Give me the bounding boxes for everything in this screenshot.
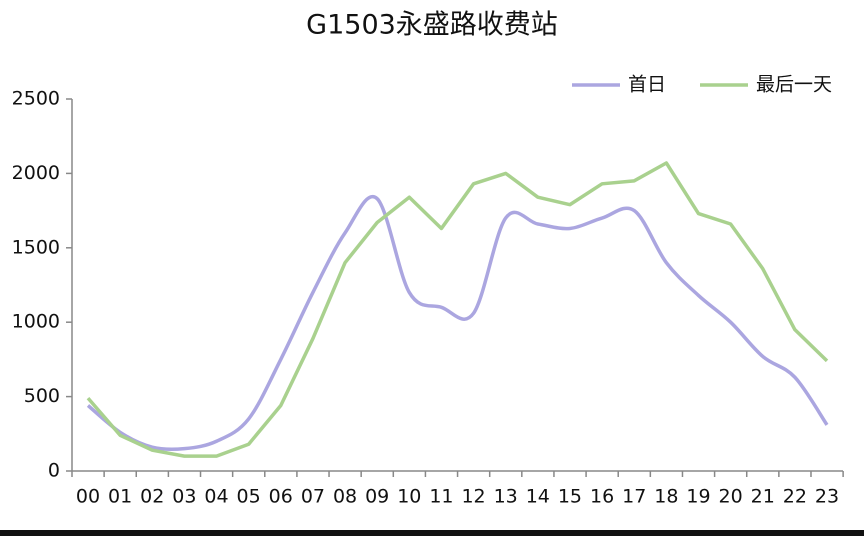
x-tick-label: 22 bbox=[783, 486, 807, 508]
chart-title: G1503永盛路收费站 bbox=[306, 10, 558, 41]
legend-label: 最后一天 bbox=[756, 74, 832, 96]
x-tick-label: 12 bbox=[461, 486, 485, 508]
x-tick-label: 09 bbox=[365, 486, 389, 508]
x-tick-label: 01 bbox=[108, 486, 132, 508]
legend-label: 首日 bbox=[628, 74, 666, 96]
x-tick-label: 18 bbox=[654, 486, 678, 508]
y-tick-label: 1000 bbox=[12, 311, 60, 333]
x-tick-label: 14 bbox=[526, 486, 550, 508]
x-tick-label: 05 bbox=[237, 486, 261, 508]
y-tick-label: 500 bbox=[24, 385, 60, 407]
x-tick-label: 20 bbox=[719, 486, 743, 508]
x-tick-label: 10 bbox=[397, 486, 421, 508]
x-tick-label: 15 bbox=[558, 486, 582, 508]
bottom-border bbox=[0, 530, 864, 536]
x-tick-label: 23 bbox=[815, 486, 839, 508]
x-tick-label: 04 bbox=[204, 486, 228, 508]
x-tick-label: 08 bbox=[333, 486, 357, 508]
x-tick-label: 19 bbox=[686, 486, 710, 508]
line-series bbox=[86, 195, 829, 452]
x-tick-label: 03 bbox=[172, 486, 196, 508]
x-tick-label: 16 bbox=[590, 486, 614, 508]
x-tick-label: 06 bbox=[269, 486, 293, 508]
x-tick-label: 00 bbox=[76, 486, 100, 508]
y-tick-label: 2500 bbox=[12, 88, 60, 110]
x-tick-label: 17 bbox=[622, 486, 646, 508]
x-tick-label: 21 bbox=[751, 486, 775, 508]
y-tick-label: 1500 bbox=[12, 236, 60, 258]
x-tick-label: 13 bbox=[494, 486, 518, 508]
line-series bbox=[86, 161, 829, 458]
y-tick-label: 0 bbox=[48, 460, 60, 482]
x-tick-label: 07 bbox=[301, 486, 325, 508]
x-tick-label: 11 bbox=[429, 486, 453, 508]
y-tick-label: 2000 bbox=[12, 162, 60, 184]
x-tick-label: 02 bbox=[140, 486, 164, 508]
